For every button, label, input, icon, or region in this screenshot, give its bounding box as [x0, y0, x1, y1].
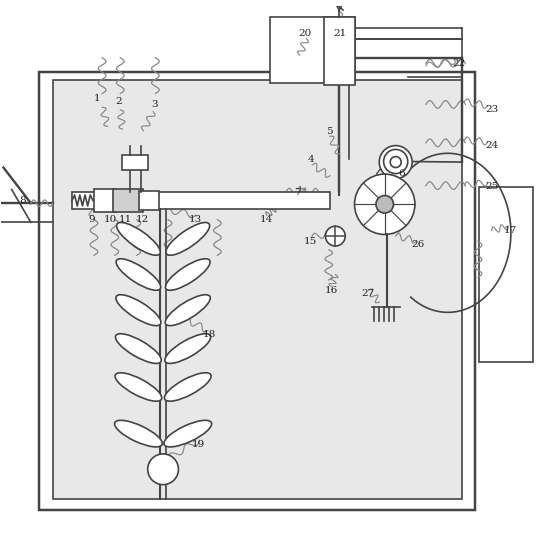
Text: 21: 21	[333, 29, 346, 38]
Circle shape	[379, 146, 412, 179]
Ellipse shape	[117, 222, 160, 255]
Bar	[270, 17, 355, 82]
Text: 2: 2	[116, 97, 122, 106]
Text: 13: 13	[189, 215, 202, 224]
Ellipse shape	[165, 334, 211, 363]
Bar	[39, 72, 475, 510]
Text: 4: 4	[307, 155, 314, 164]
Circle shape	[148, 454, 178, 484]
Text: 27: 27	[362, 289, 375, 298]
Ellipse shape	[114, 421, 162, 447]
Text: 22: 22	[452, 59, 465, 68]
Bar	[72, 192, 330, 209]
Bar	[123, 155, 148, 170]
Ellipse shape	[165, 295, 210, 326]
Text: 8: 8	[19, 196, 26, 205]
Text: 9: 9	[88, 215, 95, 224]
Bar	[479, 186, 533, 362]
Circle shape	[326, 226, 345, 246]
Ellipse shape	[116, 334, 161, 363]
Ellipse shape	[116, 295, 161, 326]
Text: 16: 16	[324, 287, 338, 296]
Text: 5: 5	[327, 127, 333, 137]
Bar	[324, 17, 355, 85]
Text: 6: 6	[398, 169, 404, 178]
Bar	[94, 189, 116, 212]
Text: 23: 23	[485, 105, 498, 114]
Text: 12: 12	[136, 215, 149, 224]
Text: 15: 15	[304, 237, 317, 246]
Text: 3: 3	[151, 100, 158, 109]
Ellipse shape	[166, 222, 210, 255]
Text: 19: 19	[191, 440, 205, 449]
Text: 10: 10	[104, 215, 117, 224]
Text: 11: 11	[119, 215, 133, 224]
Circle shape	[355, 174, 415, 235]
Ellipse shape	[164, 421, 212, 447]
Bar	[113, 189, 144, 212]
Text: 26: 26	[411, 240, 424, 249]
Bar	[140, 190, 159, 211]
Text: 20: 20	[299, 29, 312, 38]
Text: 18: 18	[202, 330, 216, 339]
Bar	[53, 80, 461, 500]
Ellipse shape	[115, 373, 162, 401]
Circle shape	[383, 150, 408, 174]
Circle shape	[390, 157, 401, 167]
Ellipse shape	[164, 373, 211, 401]
Text: 17: 17	[504, 226, 518, 235]
Text: 7: 7	[294, 188, 300, 197]
Text: 14: 14	[260, 215, 273, 224]
Text: 24: 24	[485, 141, 498, 150]
Text: 25: 25	[485, 182, 498, 191]
Circle shape	[376, 195, 393, 213]
Text: 1: 1	[94, 95, 100, 104]
Ellipse shape	[116, 259, 161, 290]
Ellipse shape	[166, 259, 210, 290]
